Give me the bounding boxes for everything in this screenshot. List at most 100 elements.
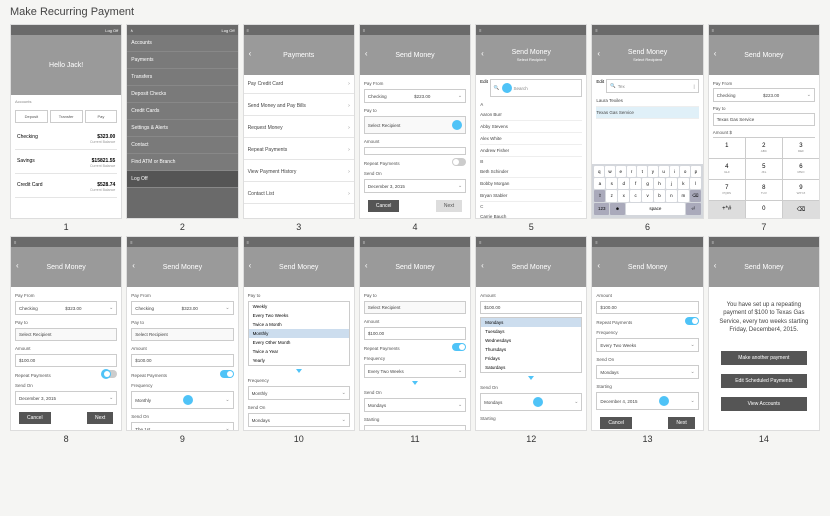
cancel-button[interactable]: Cancel	[19, 412, 51, 424]
menu-credit[interactable]: Credit Cards	[127, 103, 237, 120]
amount-input[interactable]: $100.00	[480, 301, 582, 314]
account-row[interactable]: Savings$15821.55Current Balance	[15, 153, 117, 174]
menu-transfers[interactable]: Transfers	[127, 69, 237, 86]
cancel-button[interactable]: Cancel	[368, 200, 400, 212]
logoff-link[interactable]: Log Off	[222, 28, 235, 33]
logoff-link[interactable]: Log Off	[105, 28, 118, 33]
page-title: Make Recurring Payment	[0, 0, 830, 24]
back-icon[interactable]: ‹	[481, 261, 484, 270]
amount-input[interactable]	[364, 147, 466, 155]
sendon-select[interactable]: December 3, 2015⌄	[15, 391, 117, 405]
pay-button[interactable]: Pay	[85, 110, 118, 123]
search-input[interactable]: 🔍Tex|	[606, 79, 699, 93]
repeat-toggle[interactable]	[685, 317, 699, 325]
payto-select[interactable]: Select Recipient	[364, 116, 466, 134]
payfrom-select[interactable]: Checking$323.00⌄	[131, 301, 233, 315]
amount-input[interactable]: $100.00	[596, 301, 698, 314]
contact-item[interactable]: Carrie Bauch	[480, 211, 582, 218]
menu-settings[interactable]: Settings & Alerts	[127, 120, 237, 137]
back-icon[interactable]: ‹	[249, 261, 252, 270]
menu-payments[interactable]: Payments	[127, 52, 237, 69]
menu-accounts[interactable]: Accounts	[127, 35, 237, 52]
back-icon[interactable]: ‹	[132, 261, 135, 270]
back-icon[interactable]: ‹	[16, 261, 19, 270]
menu-logoff[interactable]: Log Off	[127, 171, 237, 188]
payto-select[interactable]: Texas Gas Service	[713, 113, 815, 126]
screen-5: ≡ ‹Send MoneySelect Recipient Edit🔍Searc…	[475, 24, 587, 219]
transfer-button[interactable]: Transfer	[50, 110, 83, 123]
amount-input[interactable]: $100.00	[364, 327, 466, 340]
back-icon[interactable]: ‹	[714, 261, 717, 270]
repeat-payments[interactable]: Repeat Payments›	[244, 141, 354, 160]
freq-select[interactable]: Every Two Weeks⌄	[364, 364, 466, 378]
payment-history[interactable]: View Payment History›	[244, 163, 354, 182]
search-input[interactable]: 🔍Search	[490, 79, 583, 97]
back-icon[interactable]: ‹	[249, 49, 252, 58]
screen-6: ≡ ‹Send MoneySelect Recipient Edit🔍Tex| …	[591, 24, 703, 219]
sendon-select[interactable]: Mondays⌄	[364, 398, 466, 412]
repeat-toggle[interactable]	[220, 370, 234, 378]
payto-select[interactable]: Select Recipient	[364, 301, 466, 314]
repeat-toggle[interactable]	[452, 343, 466, 351]
sendon-select[interactable]: Mondays⌄	[480, 393, 582, 411]
make-another-button[interactable]: Make another payment	[721, 351, 807, 365]
day-dropdown[interactable]: Mondays Tuesdays Wednesdays Thursdays Fr…	[480, 317, 582, 373]
menu-atm[interactable]: Find ATM or Branch	[127, 154, 237, 171]
next-button[interactable]: Next	[436, 200, 462, 212]
account-row[interactable]: Credit Card$528.74Current Balance	[15, 177, 117, 198]
payto-select[interactable]: Select Recipient	[15, 328, 117, 341]
screen-7: ≡ ‹Send Money Pay From Checking$223.00⌄ …	[708, 24, 820, 219]
back-icon[interactable]: ‹	[597, 49, 600, 58]
account-row[interactable]: Checking$323.00Current Balance	[15, 129, 117, 150]
pay-credit-card[interactable]: Pay Credit Card›	[244, 75, 354, 94]
numpad[interactable]: 12ABC3DEF 4GHI5JKL6MNO 7PQRS8TUV9WXYZ +*…	[709, 138, 819, 218]
next-button[interactable]: Next	[87, 412, 113, 424]
freq-dropdown[interactable]: Weekly Every Two Weeks Twice a Month Mon…	[248, 301, 350, 366]
payfrom-select[interactable]: Checking$223.00⌄	[364, 89, 466, 103]
sendon-select[interactable]: Mondays⌄	[248, 413, 350, 427]
repeat-toggle[interactable]	[103, 370, 117, 378]
payfrom-select[interactable]: Checking$223.00⌄	[713, 88, 815, 102]
repeat-toggle[interactable]	[452, 158, 466, 166]
contact-item[interactable]: Laura Texiles	[596, 95, 698, 107]
payfrom-select[interactable]: Checking$323.00⌄	[15, 301, 117, 315]
contact-item[interactable]: Abby Stevens	[480, 121, 582, 133]
sendon-select[interactable]: The 1st⌄	[131, 422, 233, 430]
contact-list[interactable]: Contact List›	[244, 185, 354, 204]
screens-row-1: Log Off Hello Jack! Accounts Deposit Tra…	[0, 24, 830, 232]
send-money[interactable]: Send Money and Pay Bills›	[244, 97, 354, 116]
next-button[interactable]: Next	[668, 417, 694, 429]
contact-item[interactable]: Bryan Stabler	[480, 190, 582, 202]
edit-scheduled-button[interactable]: Edit Scheduled Payments	[721, 374, 807, 388]
deposit-button[interactable]: Deposit	[15, 110, 48, 123]
screens-row-2: ≡ ‹Send Money Pay From Checking$323.00⌄ …	[0, 236, 830, 444]
sendon-select[interactable]: Mondays⌄	[596, 365, 698, 379]
freq-select[interactable]: Monthly⌄	[131, 391, 233, 409]
starting-select[interactable]: December 4, 2015⌄	[596, 392, 698, 410]
menu-contact[interactable]: Contact	[127, 137, 237, 154]
payto-select[interactable]: Select Recipient	[131, 328, 233, 341]
contact-item[interactable]: Aaron Burr	[480, 109, 582, 121]
freq-select[interactable]: Monthly⌄	[248, 386, 350, 400]
starting-select[interactable]: December 7, 2015⌄	[364, 425, 466, 430]
back-icon[interactable]: ‹	[481, 49, 484, 58]
cancel-button[interactable]: Cancel	[600, 417, 632, 429]
back-icon[interactable]: ‹	[714, 49, 717, 58]
contact-item[interactable]: Beth Schinder	[480, 166, 582, 178]
contact-item[interactable]: Texas Gas Service	[596, 107, 698, 119]
sendon-select[interactable]: December 3, 2015⌄	[364, 179, 466, 193]
amount-input[interactable]: $100.00	[15, 354, 117, 367]
contact-item[interactable]: Alex White	[480, 133, 582, 145]
menu-deposit[interactable]: Deposit Checks	[127, 86, 237, 103]
screen-3: ≡ ‹Payments Pay Credit Card› Send Money …	[243, 24, 355, 219]
back-icon[interactable]: ‹	[597, 261, 600, 270]
view-accounts-button[interactable]: View Accounts	[721, 397, 807, 411]
back-icon[interactable]: ‹	[365, 261, 368, 270]
back-icon[interactable]: ‹	[365, 49, 368, 58]
keyboard[interactable]: qwertyuiop asdfghjkl ⇧zxcvbnm⌫ 123☻space…	[592, 164, 702, 218]
request-money[interactable]: Request Money›	[244, 119, 354, 138]
amount-input[interactable]: $100.00	[131, 354, 233, 367]
contact-item[interactable]: Andrew Fisher	[480, 145, 582, 157]
freq-select[interactable]: Every Two Weeks⌄	[596, 338, 698, 352]
contact-item[interactable]: Bobby Morgan	[480, 178, 582, 190]
